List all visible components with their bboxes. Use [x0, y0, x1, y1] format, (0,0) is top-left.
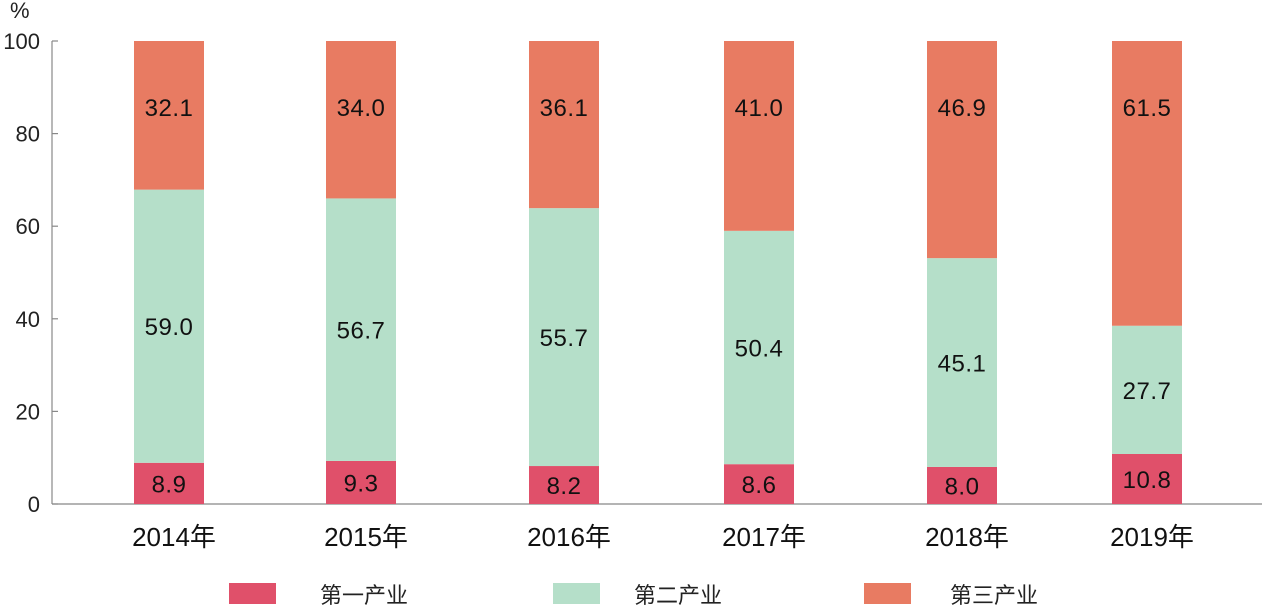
- bar-value-label: 8.0: [945, 473, 980, 500]
- bar-segment-3: [927, 41, 997, 259]
- bar-segment-3: [326, 41, 396, 199]
- axes: % 0 20 40 60 80 100 2014年 2015年 2016年 2017年 2018年 20…: [3, 0, 1262, 552]
- legend-swatch: [229, 583, 276, 604]
- bar-segment-1: [326, 460, 396, 504]
- bar-value-label: 9.3: [344, 470, 379, 497]
- x-tick-label: 2018年: [925, 522, 1009, 552]
- x-tick-label: 2015年: [324, 522, 408, 552]
- legend-swatch: [553, 583, 600, 604]
- x-tick-label: 2016年: [527, 522, 611, 552]
- bars: 8.9 59.0 32.1 9.3 56.7 34.0 8.2 55.7 36.1 8.6 50.4…: [134, 41, 1182, 504]
- bar-segment-2: [529, 208, 599, 467]
- x-tick-label: 2017年: [722, 522, 806, 552]
- bar-value-label: 36.1: [540, 95, 589, 122]
- legend-label: 第三产业: [950, 584, 1038, 607]
- bar-value-label: 46.9: [938, 95, 987, 122]
- legend-label: 第二产业: [634, 584, 722, 607]
- bar-value-label: 45.1: [938, 351, 987, 378]
- bar-segment-3: [134, 41, 204, 190]
- y-tick-label: 40: [16, 307, 40, 332]
- bar-segment-3: [724, 41, 794, 231]
- bar-segment-1: [134, 462, 204, 504]
- bar-value-label: 56.7: [337, 318, 386, 345]
- legend: 第一产业 第二产业 第三产业: [229, 583, 1038, 607]
- bar-value-label: 32.1: [145, 95, 194, 122]
- bar-value-label: 8.9: [152, 471, 187, 498]
- bar-value-label: 61.5: [1123, 95, 1172, 122]
- bar-value-label: 41.0: [735, 95, 784, 122]
- bar-segment-2: [724, 230, 794, 465]
- y-axis-unit: %: [10, 0, 30, 23]
- bar-segment-2: [927, 258, 997, 467]
- y-tick-label: 100: [3, 29, 40, 54]
- x-tick-label: 2019年: [1110, 522, 1194, 552]
- bar-segment-3: [1112, 41, 1182, 326]
- bar-segment-2: [1112, 325, 1182, 454]
- bar-segment-1: [927, 466, 997, 504]
- legend-swatch: [864, 583, 911, 604]
- x-tick-label: 2014年: [132, 522, 216, 552]
- bar-segment-2: [326, 198, 396, 461]
- bar-value-label: 10.8: [1123, 467, 1172, 494]
- bar-segment-1: [724, 464, 794, 504]
- bar-segment-2: [134, 189, 204, 463]
- legend-label: 第一产业: [320, 584, 408, 607]
- y-tick-label: 60: [16, 214, 40, 239]
- bar-value-label: 8.6: [742, 472, 777, 499]
- bar-segment-1: [1112, 453, 1182, 504]
- bar-value-label: 55.7: [540, 325, 589, 352]
- y-tick-label: 0: [28, 492, 40, 517]
- y-tick-label: 20: [16, 399, 40, 424]
- bar-value-label: 50.4: [735, 336, 784, 363]
- bar-value-label: 27.7: [1123, 378, 1172, 405]
- y-tick-label: 80: [16, 122, 40, 147]
- bar-segment-3: [529, 41, 599, 209]
- bar-value-label: 8.2: [547, 473, 582, 500]
- bar-segment-1: [529, 466, 599, 504]
- bar-value-label: 59.0: [145, 314, 194, 341]
- bar-value-label: 34.0: [337, 95, 386, 122]
